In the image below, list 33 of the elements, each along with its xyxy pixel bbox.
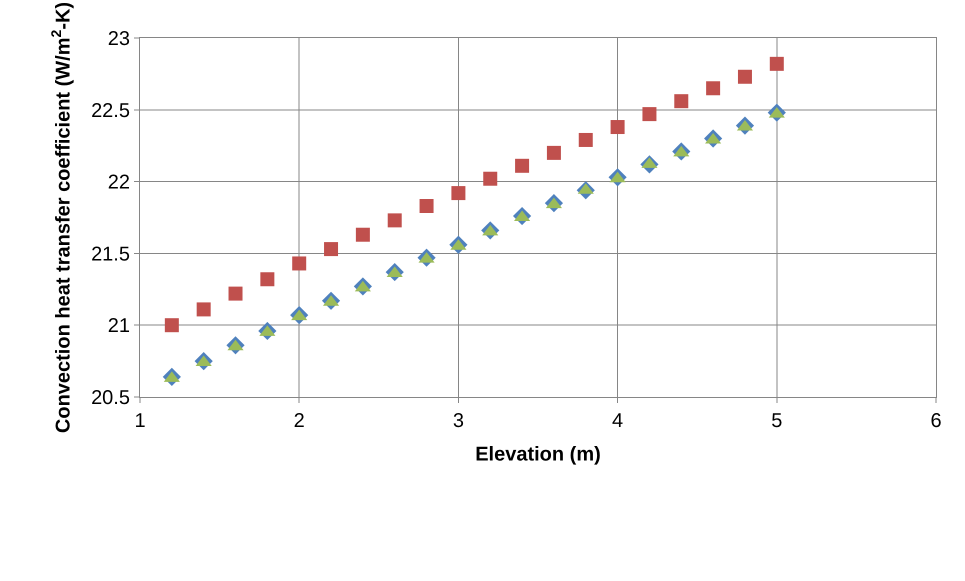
y-tick-label: 20.5 [91,387,130,409]
point [324,242,338,256]
point [706,81,720,96]
point [578,132,593,147]
x-tick-label: 5 [771,410,782,432]
point [546,146,561,160]
x-axis-title: Elevation (m) [475,444,601,466]
point [738,70,752,84]
x-tick-label: 2 [294,410,305,432]
x-tick-label: 4 [612,410,624,432]
point [610,120,625,134]
point [770,56,784,71]
point [451,186,466,200]
x-tick-label: 6 [930,410,942,432]
point [388,213,402,228]
point [515,158,530,173]
point [228,286,243,301]
point [164,318,179,332]
y-tick-label: 21 [108,315,130,338]
x-tick-label: 1 [134,410,146,432]
point [260,272,274,286]
point [196,302,211,316]
point [292,256,306,270]
point [420,199,434,214]
x-tick-label: 3 [452,410,464,432]
y-tick-label: 22 [108,172,130,194]
y-tick-label: 22.5 [91,100,130,122]
point [674,94,688,108]
y-tick-label: 21.5 [91,243,130,266]
y-tick-label: 23 [108,28,130,50]
point [483,172,498,186]
point [642,107,656,122]
point [356,228,370,242]
